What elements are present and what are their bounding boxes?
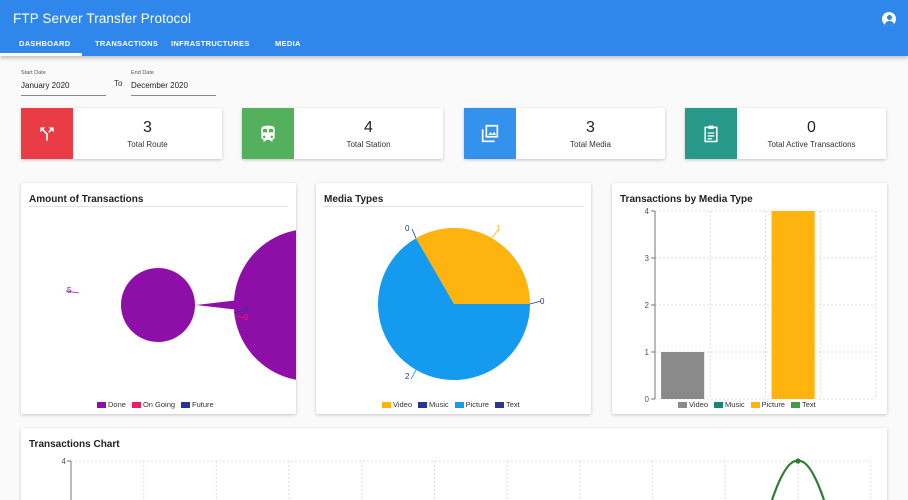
panel-title: Amount of Transactions bbox=[29, 194, 144, 205]
panel-title: Transactions Chart bbox=[29, 439, 120, 450]
route-icon bbox=[21, 108, 73, 159]
data-label-music: 0 bbox=[405, 224, 410, 233]
end-date-field[interactable]: End Date December 2020 bbox=[131, 70, 216, 97]
active-tab-indicator bbox=[0, 53, 82, 56]
legend-item[interactable]: Picture bbox=[750, 400, 785, 409]
y-tick-label: 0 bbox=[645, 395, 650, 404]
tab-media[interactable]: MEDIA bbox=[275, 39, 301, 48]
legend-item[interactable]: Future bbox=[181, 400, 214, 409]
legend-item[interactable]: Text bbox=[790, 400, 816, 409]
media-types-panel: Media Types 1 0 0 2 Video Music Picture … bbox=[316, 183, 591, 414]
stat-card-total-active-transactions: 0 Total Active Transactions bbox=[685, 108, 886, 159]
tab-dashboard[interactable]: DASHBOARD bbox=[19, 39, 71, 48]
transactions-by-media-panel: Transactions by Media Type 0 1 2 3 4 Video M… bbox=[612, 183, 887, 414]
start-date-field[interactable]: Start Date January 2020 bbox=[21, 70, 106, 97]
tab-transactions[interactable]: TRANSACTIONS bbox=[95, 39, 159, 48]
stat-label: Total Media bbox=[570, 140, 611, 149]
transactions-chart-panel: Transactions Chart 4 bbox=[21, 428, 887, 500]
legend-item[interactable]: Done bbox=[97, 400, 126, 409]
data-label-on-going: 0 bbox=[244, 313, 249, 322]
y-tick-label: 2 bbox=[645, 301, 650, 310]
doughnut-slice-done[interactable] bbox=[121, 229, 296, 381]
line-chart: 4 bbox=[62, 457, 872, 500]
y-tick-label: 4 bbox=[62, 457, 67, 466]
legend: Video Music Picture Text bbox=[678, 400, 822, 409]
legend: Video Music Picture Text bbox=[382, 400, 526, 409]
start-date-label: Start Date bbox=[21, 70, 46, 76]
tab-infrastructures[interactable]: INFRASTRUCTURES bbox=[171, 39, 250, 48]
stat-card-total-station: 4 Total Station bbox=[242, 108, 443, 159]
panel-title: Transactions by Media Type bbox=[620, 194, 753, 205]
train-icon bbox=[242, 108, 294, 159]
bar-picture[interactable] bbox=[771, 211, 815, 399]
legend: Done On Going Future bbox=[97, 400, 220, 409]
data-label-text: 0 bbox=[540, 297, 545, 306]
stat-label: Total Station bbox=[346, 140, 391, 149]
end-date-label: End Date bbox=[131, 70, 154, 76]
legend-item[interactable]: Music bbox=[418, 400, 449, 409]
pie-slice-video[interactable] bbox=[416, 228, 530, 304]
app-bar: FTP Server Transfer Protocol DASHBOARD T… bbox=[0, 0, 908, 56]
account-circle-icon[interactable] bbox=[882, 12, 896, 26]
photo-library-icon bbox=[464, 108, 516, 159]
y-tick-label: 3 bbox=[645, 254, 650, 263]
panel-title: Media Types bbox=[324, 194, 384, 205]
stat-card-total-route: 3 Total Route bbox=[21, 108, 222, 159]
pie-slice-picture[interactable] bbox=[378, 238, 530, 381]
bar-video[interactable] bbox=[661, 352, 705, 399]
stat-value: 4 bbox=[364, 119, 373, 136]
y-tick-label: 4 bbox=[645, 207, 650, 216]
legend-item[interactable]: On Going bbox=[131, 400, 175, 409]
pie-chart: 1 0 0 2 bbox=[378, 224, 545, 381]
data-label-picture: 2 bbox=[405, 372, 410, 381]
legend-item[interactable]: Music bbox=[714, 400, 745, 409]
start-date-value[interactable]: January 2020 bbox=[21, 81, 70, 90]
stat-value: 0 bbox=[807, 119, 816, 136]
y-tick-label: 1 bbox=[645, 348, 650, 357]
stat-label: Total Route bbox=[127, 140, 168, 149]
to-label: To bbox=[114, 79, 123, 88]
stat-value: 3 bbox=[143, 119, 152, 136]
clipboard-icon bbox=[685, 108, 737, 159]
data-label-future: 0 bbox=[244, 305, 249, 314]
app-title: FTP Server Transfer Protocol bbox=[13, 11, 192, 26]
legend-item[interactable]: Picture bbox=[454, 400, 489, 409]
legend-item[interactable]: Video bbox=[382, 400, 412, 409]
data-point-peak[interactable] bbox=[795, 458, 801, 464]
legend-item[interactable]: Video bbox=[678, 400, 708, 409]
data-label-video: 1 bbox=[496, 224, 501, 233]
stat-label: Total Active Transactions bbox=[767, 140, 856, 149]
legend-item[interactable]: Text bbox=[494, 400, 520, 409]
stat-value: 3 bbox=[586, 119, 595, 136]
stat-card-total-media: 3 Total Media bbox=[464, 108, 665, 159]
data-label-done: 5 bbox=[67, 286, 72, 295]
doughnut-chart: 5 0 0 bbox=[65, 229, 296, 381]
end-date-value[interactable]: December 2020 bbox=[131, 81, 188, 90]
bar-chart: 0 1 2 3 4 bbox=[645, 207, 877, 404]
amount-transactions-panel: Amount of Transactions 5 0 0 Done On Goi… bbox=[21, 183, 296, 414]
